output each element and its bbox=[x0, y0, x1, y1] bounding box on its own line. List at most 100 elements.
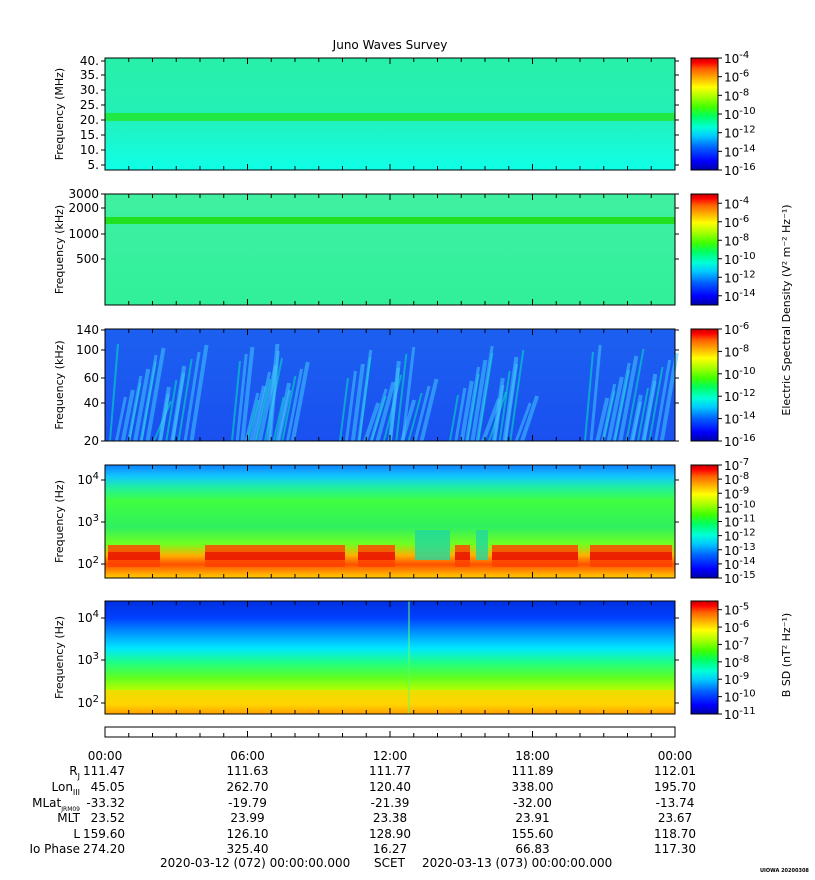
y-tick-label: 104 bbox=[77, 471, 99, 487]
colorbar-tick-label: 10-11 bbox=[724, 514, 756, 530]
electric-colorbar-label: Electric Spectral Density (V² m⁻² Hz⁻¹) bbox=[780, 204, 793, 415]
burst-streak bbox=[139, 354, 158, 442]
y-tick-label: 30. bbox=[80, 83, 99, 97]
colorbar-tick-label: 10-16 bbox=[724, 162, 756, 178]
ephemeris-row-label: MLT bbox=[57, 811, 80, 825]
colorbar-tick-label: 10-14 bbox=[724, 556, 756, 572]
colorbar-tick-label: 10-12 bbox=[724, 388, 756, 404]
colorbar-2: 10-4 10-6 10-8 10-10 10-12 10-14 bbox=[690, 193, 756, 306]
burst-streak bbox=[659, 352, 679, 442]
y-axis-label: Frequency (kHz) bbox=[53, 205, 66, 294]
colorbar-tick-label: 10-9 bbox=[724, 485, 749, 501]
ephemeris-row-label: Io Phase bbox=[29, 842, 80, 856]
burst-streak bbox=[177, 358, 193, 442]
burst-streak bbox=[235, 353, 248, 442]
colorbar-tick-label: 10-8 bbox=[724, 343, 749, 359]
svg-text:Frequency (MHz): Frequency (MHz) bbox=[53, 68, 66, 160]
svg-text:B SD (nT² Hz⁻¹): B SD (nT² Hz⁻¹) bbox=[780, 613, 793, 697]
ephemeris-value: 111.89 bbox=[512, 764, 554, 778]
colorbar-tick-label: 10-11 bbox=[724, 706, 756, 722]
ephemeris-value: 117.30 bbox=[654, 842, 696, 856]
y-tick-label: 20 bbox=[84, 434, 99, 448]
svg-text:Frequency (kHz): Frequency (kHz) bbox=[53, 340, 66, 429]
colorbar-4: 10-710-810-910-1010-1110-1210-1310-1410-… bbox=[690, 457, 756, 586]
y-tick-label: 100 bbox=[76, 343, 99, 357]
burst-streak bbox=[344, 370, 357, 442]
colorbar-tick-label: 10-12 bbox=[724, 528, 756, 544]
ephemeris-row-label: L bbox=[73, 827, 80, 841]
y-tick-label: 140 bbox=[76, 323, 99, 337]
ephemeris-value: 338.00 bbox=[512, 780, 554, 794]
burst-streak bbox=[375, 381, 396, 442]
low-freq-band bbox=[105, 690, 675, 706]
ephemeris-value: 128.90 bbox=[369, 827, 411, 841]
emission-core bbox=[590, 552, 672, 560]
colorbar-scale bbox=[690, 193, 719, 306]
burst-streak bbox=[465, 366, 481, 442]
magnetic-colorbar-label: B SD (nT² Hz⁻¹) bbox=[780, 613, 793, 697]
burst-streak bbox=[120, 389, 135, 442]
panel-4: Frequency (Hz) 104 103 102 bbox=[53, 464, 679, 579]
colorbar-tick-label: 10-10 bbox=[724, 106, 756, 122]
ephemeris-value: 274.20 bbox=[83, 842, 125, 856]
y-tick-label: 104 bbox=[77, 609, 99, 625]
y-axis-label: Frequency (Hz) bbox=[53, 480, 66, 563]
burst-streak bbox=[641, 373, 658, 442]
burst-streak bbox=[481, 398, 501, 442]
burst-streak bbox=[350, 363, 365, 442]
y-axis-label: Frequency (MHz) bbox=[53, 68, 66, 160]
colorbar-tick-label: 10-4 bbox=[724, 195, 749, 211]
emission-core bbox=[205, 552, 345, 560]
svg-text:Frequency (Hz): Frequency (Hz) bbox=[53, 480, 66, 563]
burst-streak bbox=[246, 399, 260, 442]
burst-streak bbox=[491, 377, 505, 442]
footer-stamp: UIOWA 20200308 bbox=[760, 868, 809, 874]
panel-3: Frequency (kHz) 140 100 60 40 20 bbox=[53, 323, 679, 448]
burst-streak bbox=[286, 368, 304, 442]
colorbar-tick-label: 10-10 bbox=[724, 251, 756, 267]
y-tick-label: 5. bbox=[88, 158, 99, 172]
spectrogram-2 bbox=[105, 194, 675, 305]
ephemeris-value: 195.70 bbox=[654, 780, 696, 794]
colorbars: 10-4 10-6 10-8 10-10 10-12 10-14 10-16 10-4 10-6… bbox=[690, 50, 756, 722]
ephemeris-value: -33.32 bbox=[86, 796, 125, 810]
burst-streak bbox=[240, 346, 255, 442]
colorbar-tick-label: 10-12 bbox=[724, 269, 756, 285]
burst-streak bbox=[281, 375, 297, 442]
burst-streak bbox=[253, 371, 272, 442]
time-tick-label: 18:00 bbox=[515, 749, 550, 763]
burst-streak bbox=[648, 366, 664, 442]
colorbar-tick-label: 10-8 bbox=[724, 654, 749, 670]
y-tick-label: 10. bbox=[80, 143, 99, 157]
panel-5: Frequency (Hz) 104 103 102 bbox=[53, 600, 679, 715]
colorbar-tick-label: 10-14 bbox=[724, 288, 756, 304]
y-tick-label: 2000 bbox=[68, 201, 99, 215]
burst-streak bbox=[363, 402, 381, 442]
burst-streak bbox=[231, 360, 241, 442]
burst-streak bbox=[165, 379, 178, 442]
ephemeris-value: 23.99 bbox=[230, 811, 264, 825]
colorbar-tick-label: 10-6 bbox=[724, 619, 749, 635]
colorbar-tick-label: 10-5 bbox=[724, 602, 749, 618]
time-axis bbox=[104, 726, 676, 738]
colorbar-tick-label: 10-10 bbox=[724, 689, 756, 705]
burst-streak bbox=[255, 378, 272, 442]
burst-streak bbox=[514, 402, 532, 442]
burst-streak bbox=[509, 349, 525, 442]
burst-streak bbox=[109, 343, 119, 442]
colorbar-3: 10-6 10-8 10-10 10-12 10-14 10-16 bbox=[690, 321, 756, 449]
ephemeris-value: 45.05 bbox=[91, 780, 125, 794]
colorbar-scale bbox=[690, 464, 719, 579]
burst-streak bbox=[400, 399, 417, 442]
burst-streak bbox=[170, 365, 187, 442]
ephemeris-value: 111.47 bbox=[83, 764, 125, 778]
ephemeris-value: 159.60 bbox=[83, 827, 125, 841]
y-tick-label: 35. bbox=[80, 68, 99, 82]
ephemeris-value: 262.70 bbox=[227, 780, 269, 794]
svg-text:Frequency (Hz): Frequency (Hz) bbox=[53, 616, 66, 699]
y-tick-label: 102 bbox=[77, 555, 99, 571]
burst-streak bbox=[357, 349, 373, 442]
y-tick-label: 102 bbox=[77, 694, 99, 710]
panel-1: Frequency (MHz) 40.35.30.25.20.15.10.5. bbox=[53, 54, 679, 172]
